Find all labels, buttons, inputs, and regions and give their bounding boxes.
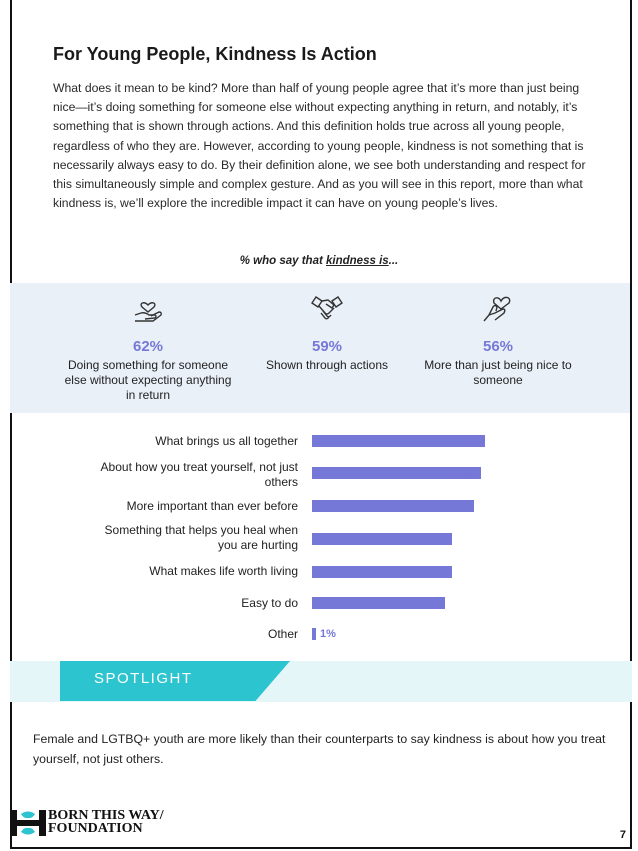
bar-label: What makes life worth living — [149, 564, 298, 578]
page-number: 7 — [619, 829, 626, 841]
bar-value-label: 39% — [426, 566, 449, 578]
bar-value-label: 45% — [448, 500, 471, 512]
born-this-way-logo-icon — [10, 810, 46, 836]
bar-label: Easy to do — [241, 596, 298, 610]
page-title: For Young People, Kindness Is Action — [53, 44, 377, 64]
stat-label: More than just being nice to someone — [424, 358, 572, 387]
bar-label: Other — [267, 627, 298, 641]
spotlight-tab — [60, 661, 290, 701]
bar-label: More important than ever before — [126, 499, 298, 513]
logo-line-2: FOUNDATION — [48, 821, 143, 836]
stat-doing-something: 62% Doing something for someone else wit… — [63, 283, 233, 403]
stat-more-than-nice: 56% More than just being nice to someone — [413, 283, 583, 388]
bar — [312, 435, 485, 447]
stat-label: Shown through actions — [265, 358, 389, 372]
bar-label: About how you treat yourself, not just o… — [100, 460, 298, 489]
bar — [312, 467, 482, 479]
subhead-prefix: % who say that — [239, 255, 327, 267]
bar — [312, 597, 446, 609]
spotlight-label: SPOTLIGHT — [94, 670, 193, 687]
bar-value-label: 48% — [458, 435, 481, 447]
heart-hand-icon — [134, 302, 162, 322]
bar — [312, 628, 316, 640]
page-frame — [10, 0, 632, 849]
stat-label: Doing something for someone else without… — [64, 358, 232, 402]
stat-pct: 56% — [482, 338, 514, 355]
bar-label: What brings us all together — [155, 434, 298, 448]
subhead-underlined: kindness is — [326, 255, 389, 267]
bar-value-label: 39% — [426, 533, 449, 545]
stat-pct: 59% — [311, 338, 343, 355]
spotlight-body: Female and LGTBQ+ youth are more likely … — [33, 732, 606, 766]
stat-pct: 62% — [132, 338, 164, 355]
handshake-icon — [311, 296, 343, 320]
bar-value-label: 47% — [455, 467, 478, 479]
chart-subhead: % who say that kindness is... — [0, 255, 638, 267]
logo-line-1: BORN THIS WAY/ — [48, 808, 164, 823]
bar — [312, 500, 474, 512]
bar-value-label: 1% — [320, 628, 336, 640]
bar — [312, 533, 453, 545]
stat-shown-through-actions: 59% Shown through actions — [242, 283, 412, 373]
stats-band: 62% Doing something for someone else wit… — [10, 283, 630, 413]
subhead-suffix: ... — [388, 255, 399, 267]
bar — [312, 566, 453, 578]
bar-label: Something that helps you heal when you a… — [104, 523, 298, 552]
bar-value-label: 37% — [419, 597, 442, 609]
intro-paragraph: What does it mean to be kind? More than … — [53, 81, 586, 211]
logo-wordmark: BORN THIS WAY/ FOUNDATION — [48, 808, 164, 836]
hand-heart-icon — [483, 296, 511, 322]
